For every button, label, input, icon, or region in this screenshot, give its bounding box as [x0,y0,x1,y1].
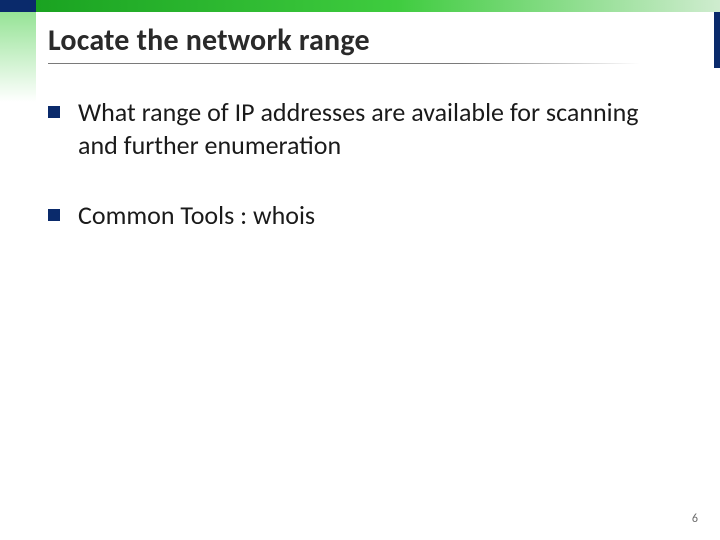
slide-title: Locate the network range [48,22,640,59]
page-number: 6 [692,512,698,526]
content-area: What range of IP addresses are available… [48,96,656,232]
left-green-fade [0,12,36,102]
bullet-text: What range of IP addresses are available… [78,96,656,163]
bullet-item: What range of IP addresses are available… [48,96,656,163]
square-bullet-icon [48,209,60,221]
bullet-text: Common Tools : whois [78,199,315,232]
title-underline [48,63,640,64]
title-container: Locate the network range [48,22,640,64]
bullet-item: Common Tools : whois [48,199,656,232]
right-navy-tick [714,12,720,68]
top-accent-bar [0,0,720,12]
square-bullet-icon [48,106,60,118]
